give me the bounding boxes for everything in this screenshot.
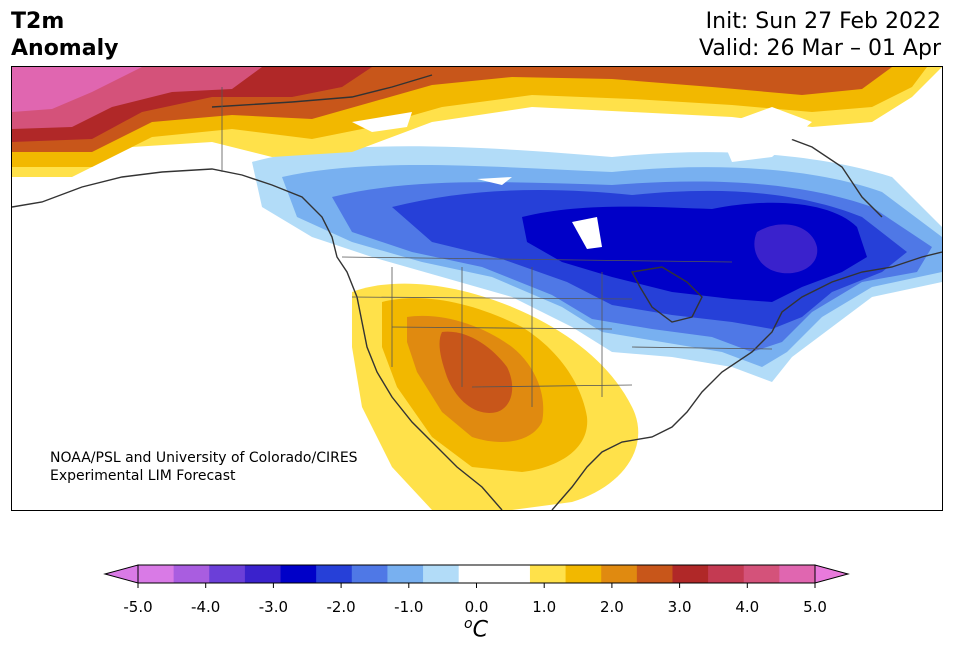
colorbar-cell: [209, 565, 246, 583]
colorbar-tick-label: 5.0: [803, 598, 827, 616]
units-celsius: C: [472, 617, 488, 643]
colorbar-cell: [316, 565, 353, 583]
colorbar-cells: [138, 565, 816, 583]
colorbar-cell: [601, 565, 638, 583]
colorbar-tick-label: 1.0: [532, 598, 557, 616]
units-degree: o: [464, 616, 473, 632]
colorbar-cell: [743, 565, 780, 583]
credit-line-2: Experimental LIM Forecast: [50, 468, 236, 484]
cold-core-indigo: [754, 224, 818, 274]
colorbar-cell: [173, 565, 210, 583]
colorbar-cell: [387, 565, 424, 583]
colorbar-cell: [458, 565, 495, 583]
colorbar-tick-label: 3.0: [667, 598, 692, 616]
colorbar-tick-label: 0.0: [464, 598, 489, 616]
colorbar-cell: [708, 565, 745, 583]
coastlines: [12, 74, 942, 510]
colorbar-cell: [565, 565, 602, 583]
colorbar-tick-label: -5.0: [123, 598, 153, 616]
colorbar-tick-label: -4.0: [191, 598, 221, 616]
title-line-1: T2m: [11, 9, 65, 34]
colorbar-cell: [351, 565, 388, 583]
colorbar-cell: [672, 565, 709, 583]
colorbar-tick-label: -3.0: [258, 598, 289, 616]
anomaly-fill: [12, 67, 942, 510]
anomaly-map: NOAA/PSL and University of Colorado/CIRE…: [11, 66, 943, 511]
colorbar-cell: [529, 565, 567, 583]
title-line-2: Anomaly: [11, 36, 119, 61]
colorbar-units: oC: [464, 616, 488, 642]
state-borders: [221, 87, 773, 407]
colorbar-cell: [779, 565, 816, 583]
colorbar-tick-label: -1.0: [394, 598, 424, 616]
colorbar-cell: [138, 565, 175, 583]
colorbar-cell: [423, 565, 460, 583]
white-zero-patches: [352, 107, 812, 249]
colorbar-extend-low: [103, 564, 139, 584]
forecast-dates: Init: Sun 27 Feb 2022 Valid: 26 Mar – 01…: [699, 8, 941, 62]
valid-period: Valid: 26 Mar – 01 Apr: [699, 36, 941, 61]
init-date: Init: Sun 27 Feb 2022: [705, 9, 941, 34]
data-credit: NOAA/PSL and University of Colorado/CIRE…: [50, 449, 358, 485]
colorbar-extend-high: [814, 564, 850, 584]
colorbar: [103, 564, 850, 588]
warm-core-magenta-alaska: [12, 67, 142, 112]
colorbar-cell: [636, 565, 673, 583]
colorbar-tick-label: -2.0: [326, 598, 356, 616]
map-title: T2m Anomaly: [11, 8, 118, 62]
colorbar-cell: [280, 565, 317, 583]
map-canvas: [12, 67, 942, 510]
colorbar-tick-label: 4.0: [735, 598, 760, 616]
colorbar-tick-label: 2.0: [599, 598, 624, 616]
colorbar-ticks: [137, 583, 816, 588]
colorbar-cell: [244, 565, 282, 583]
credit-line-1: NOAA/PSL and University of Colorado/CIRE…: [50, 450, 358, 466]
warm-core-red-sw: [439, 331, 513, 413]
colorbar-cell: [494, 565, 531, 583]
